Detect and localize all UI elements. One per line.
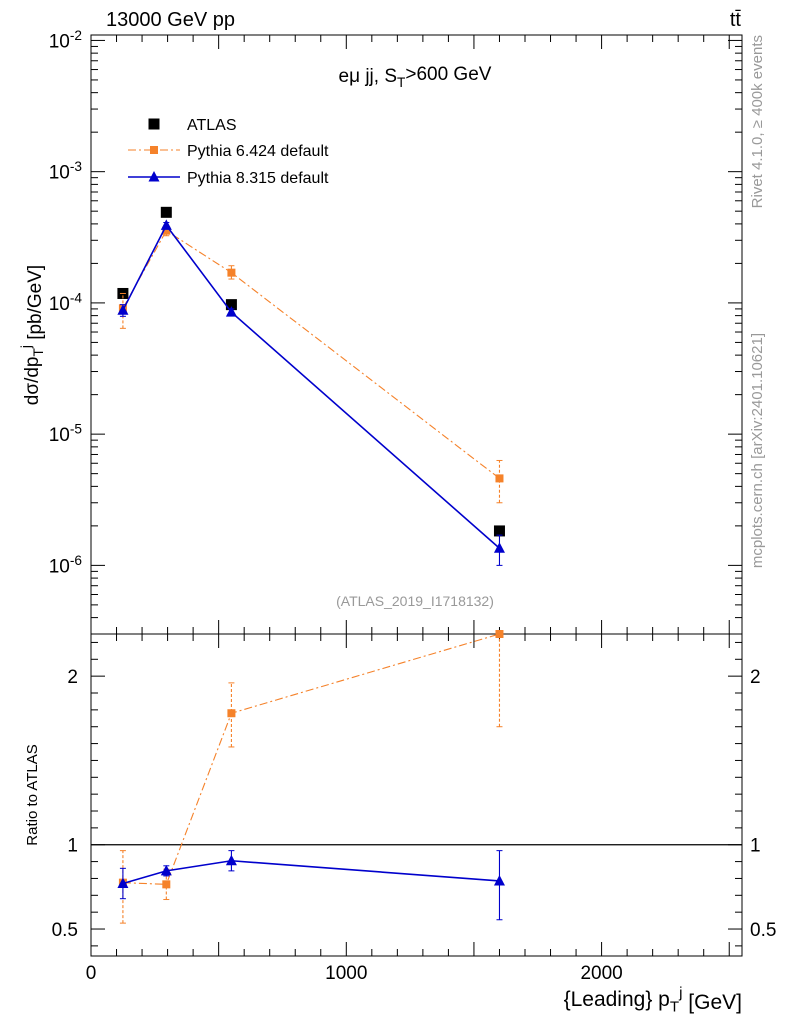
series-pythia-6-424-default	[118, 225, 504, 504]
series-line	[122, 229, 500, 479]
x-tick-label: 0	[86, 963, 97, 984]
legend-label: Pythia 8.315 default	[187, 170, 329, 187]
data-point	[160, 219, 172, 230]
analysis-label: (ATLAS_2019_I1718132)	[336, 593, 494, 609]
series-pythia-6-424-default	[118, 630, 504, 924]
series-line	[122, 633, 500, 885]
ratio-y-axis-label: Ratio to ATLAS	[24, 744, 41, 845]
legend-marker	[148, 171, 160, 182]
legend-marker	[150, 146, 158, 154]
main-x-ticks	[90, 35, 730, 634]
data-point	[162, 880, 171, 889]
data-point	[162, 226, 171, 235]
legend-label: ATLAS	[187, 117, 237, 134]
data-point	[225, 306, 237, 317]
series-line	[122, 859, 500, 885]
ratio-y-tick-label-right: 0.5	[750, 920, 776, 941]
rivet-label: Rivet 4.1.0, ≥ 400k events	[749, 35, 766, 208]
data-point	[495, 474, 504, 483]
ratio-y-tick-label-right: 1	[750, 836, 761, 857]
main-y-ticks	[91, 39, 742, 635]
series-line	[122, 223, 500, 549]
data-point	[117, 304, 129, 315]
main-series	[117, 206, 505, 566]
y-tick-label: 10-4	[49, 290, 83, 315]
y-tick-label: 10-6	[49, 553, 82, 578]
data-point	[117, 877, 129, 889]
ratio-y-tick-label: 2	[67, 667, 78, 688]
selection-title: eμ jj, ST>600 GeV	[339, 64, 492, 90]
x-tick-label: 1000	[325, 963, 367, 984]
source-label: mcplots.cern.ch [arXiv:2401.10621]	[749, 333, 766, 568]
process-label: tt̄	[730, 9, 742, 31]
series-pythia-8-315-default	[117, 219, 505, 566]
data-point	[225, 854, 237, 866]
series-atlas	[117, 206, 505, 537]
main-y-axis-label: dσ/dpTj [pb/GeV]	[18, 265, 45, 405]
main-y-tick-labels: 10-6 10-5 10-4 10-3 10-2	[49, 28, 83, 577]
series-pythia-8-315-default	[117, 850, 505, 921]
ratio-y-tick-label-right: 2	[750, 667, 761, 688]
data-point	[227, 268, 236, 277]
data-point	[225, 299, 237, 311]
x-tick-label: 2000	[580, 963, 622, 984]
data-point	[160, 864, 172, 876]
data-point	[495, 630, 504, 638]
ratio-ticks: 0.5 0.5 1 1 2 2	[52, 634, 776, 956]
data-point	[493, 525, 505, 537]
data-point	[493, 874, 505, 886]
data-point	[493, 542, 505, 553]
y-tick-label: 10-2	[49, 28, 82, 53]
ratio-y-tick-label: 0.5	[52, 920, 78, 941]
x-axis-label: {Leading} pTj [GeV]	[564, 985, 742, 1016]
ratio-frame	[90, 633, 743, 957]
data-point	[227, 709, 236, 718]
ratio-panel: 0.5 0.5 1 1 2 2 Ratio to ATLAS 0 1000 2000 {Lea…	[24, 630, 776, 1015]
beam-label: 13000 GeV pp	[106, 9, 235, 31]
y-tick-label: 10-3	[49, 159, 82, 184]
data-point	[160, 206, 172, 218]
legend-marker	[148, 118, 160, 130]
x-tick-labels: 0 1000 2000	[86, 963, 623, 984]
y-tick-label: 10-5	[49, 422, 83, 447]
main-panel: 10-6 10-5 10-4 10-3 10-2 eμ jj, ST>600 GeV (…	[18, 28, 743, 635]
legend: ATLAS Pythia 6.424 default Pythia 8.315 de…	[128, 117, 329, 187]
ratio-series	[117, 630, 505, 924]
ratio-y-tick-label: 1	[67, 836, 78, 857]
legend-label: Pythia 6.424 default	[187, 143, 329, 160]
